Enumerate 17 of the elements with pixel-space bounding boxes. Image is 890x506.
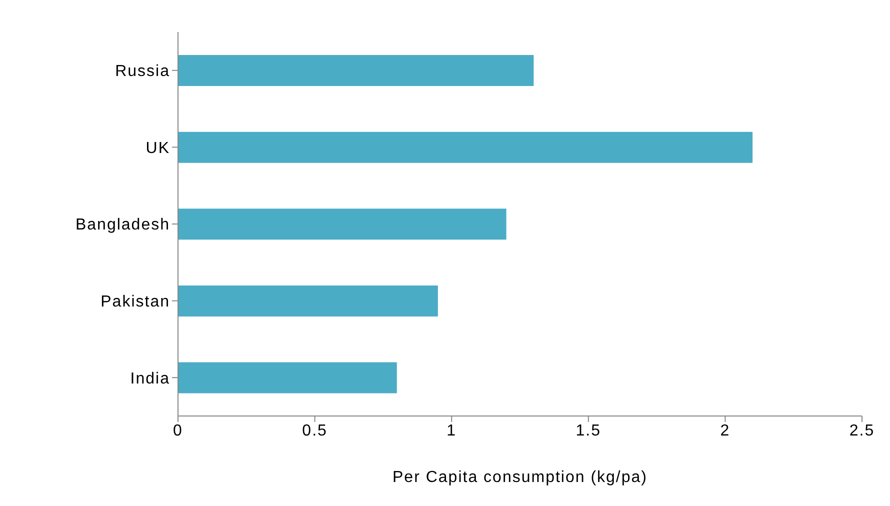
- bar: [178, 362, 397, 394]
- bar: [178, 55, 534, 86]
- x-tick-label: 2.5: [849, 422, 875, 440]
- x-tick-label: 0.5: [302, 422, 328, 440]
- y-tick-label: Bangladesh: [75, 216, 170, 234]
- x-tick-label: 2: [720, 422, 730, 440]
- y-tick-label: Pakistan: [100, 293, 170, 310]
- x-axis-title: Per Capita consumption (kg/pa): [392, 469, 648, 486]
- x-tick-label: 0: [173, 422, 183, 440]
- y-tick-label: UK: [146, 140, 170, 157]
- y-tick-label: India: [130, 370, 170, 388]
- bar: [178, 132, 753, 163]
- x-tick-label: 1: [446, 422, 457, 440]
- x-tick-label: 1.5: [576, 422, 602, 440]
- y-tick-label: Russia: [115, 63, 170, 80]
- bar: [178, 285, 438, 316]
- bar: [178, 208, 506, 240]
